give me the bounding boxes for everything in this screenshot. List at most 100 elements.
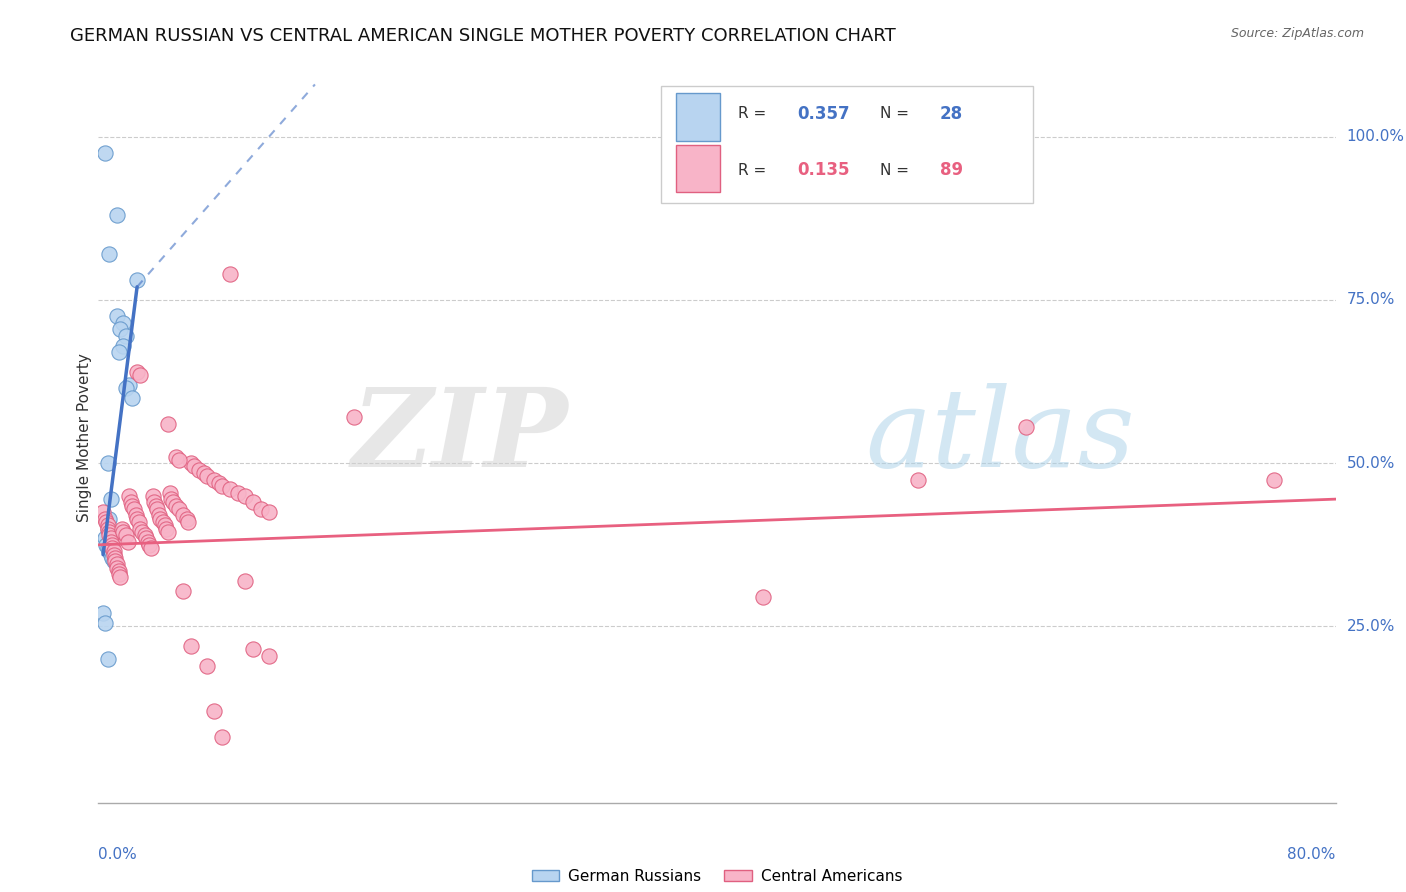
Text: 0.135: 0.135 — [797, 161, 851, 179]
Point — [96, 538, 118, 552]
Point — [188, 463, 211, 477]
Text: Source: ZipAtlas.com: Source: ZipAtlas.com — [1230, 27, 1364, 40]
Point — [155, 521, 177, 535]
Point — [93, 531, 115, 545]
Point — [115, 381, 138, 395]
Point — [118, 377, 141, 392]
Point — [157, 417, 180, 431]
Point — [97, 521, 120, 535]
Point — [127, 273, 149, 287]
Point — [97, 652, 120, 666]
Point — [146, 502, 169, 516]
Legend: German Russians, Central Americans: German Russians, Central Americans — [526, 863, 908, 890]
Point — [93, 616, 115, 631]
Point — [204, 473, 226, 487]
Text: ZIP: ZIP — [352, 384, 568, 491]
Point — [103, 548, 125, 562]
Point — [97, 541, 120, 555]
Point — [91, 607, 114, 621]
Point — [165, 499, 187, 513]
Point — [105, 558, 128, 572]
Point — [172, 583, 194, 598]
Text: R =: R = — [738, 106, 772, 121]
Point — [343, 410, 366, 425]
Point — [242, 642, 264, 657]
Text: 0.357: 0.357 — [797, 104, 851, 123]
Point — [91, 505, 114, 519]
Point — [172, 508, 194, 523]
Point — [138, 538, 160, 552]
Point — [145, 499, 167, 513]
Point — [100, 492, 122, 507]
Point — [112, 524, 135, 539]
Point — [183, 459, 205, 474]
Point — [101, 550, 124, 565]
Point — [152, 515, 174, 529]
Point — [176, 512, 198, 526]
Point — [162, 495, 184, 509]
Point — [98, 512, 121, 526]
Point — [104, 550, 127, 565]
Y-axis label: Single Mother Poverty: Single Mother Poverty — [77, 352, 91, 522]
Point — [157, 524, 180, 539]
Point — [98, 544, 121, 558]
Point — [167, 453, 190, 467]
Point — [134, 528, 156, 542]
Point — [105, 208, 128, 222]
Point — [219, 483, 242, 497]
Point — [1263, 473, 1285, 487]
Point — [1015, 420, 1038, 434]
Point — [149, 512, 172, 526]
Point — [100, 531, 122, 545]
Point — [257, 648, 280, 663]
Point — [242, 495, 264, 509]
Point — [117, 534, 139, 549]
Point — [108, 322, 131, 336]
Point — [107, 345, 129, 359]
Point — [195, 469, 218, 483]
Point — [115, 528, 138, 542]
Point — [128, 515, 150, 529]
Point — [93, 512, 115, 526]
Point — [107, 564, 129, 578]
Point — [120, 495, 142, 509]
Point — [98, 247, 121, 261]
Text: 89: 89 — [939, 161, 963, 179]
Point — [104, 554, 127, 568]
Text: R =: R = — [738, 162, 772, 178]
Point — [112, 339, 135, 353]
Point — [97, 521, 120, 535]
Point — [204, 705, 226, 719]
Point — [180, 639, 202, 653]
Point — [112, 316, 135, 330]
Point — [97, 456, 120, 470]
Point — [129, 368, 152, 382]
FancyBboxPatch shape — [661, 86, 1032, 203]
Text: 80.0%: 80.0% — [1288, 847, 1336, 862]
Bar — [676, 145, 720, 192]
Point — [96, 515, 118, 529]
Point — [250, 502, 273, 516]
Point — [165, 450, 187, 464]
Point — [148, 508, 170, 523]
Text: N =: N = — [880, 162, 914, 178]
Point — [257, 505, 280, 519]
Point — [752, 590, 775, 604]
Point — [226, 485, 249, 500]
Point — [107, 567, 129, 582]
Point — [211, 479, 233, 493]
Point — [129, 521, 152, 535]
Point — [195, 658, 218, 673]
Point — [143, 495, 166, 509]
Text: 75.0%: 75.0% — [1347, 293, 1395, 308]
Point — [233, 489, 257, 503]
Point — [131, 524, 153, 539]
Point — [100, 524, 122, 539]
Point — [105, 310, 128, 324]
Point — [121, 499, 143, 513]
Point — [98, 524, 121, 539]
Point — [103, 544, 125, 558]
Point — [101, 538, 124, 552]
Point — [93, 146, 115, 161]
Point — [118, 489, 141, 503]
